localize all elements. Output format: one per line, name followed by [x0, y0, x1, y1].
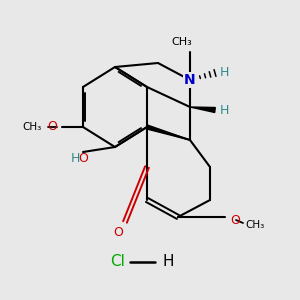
Text: N: N	[184, 73, 196, 87]
Text: O: O	[47, 121, 57, 134]
Text: Cl: Cl	[111, 254, 125, 269]
Text: H: H	[220, 103, 230, 116]
Text: H: H	[220, 65, 230, 79]
Text: O: O	[230, 214, 240, 226]
Text: H: H	[162, 254, 173, 269]
Text: H: H	[70, 152, 80, 164]
Text: O: O	[78, 152, 88, 164]
Text: CH₃: CH₃	[23, 122, 42, 132]
Text: CH₃: CH₃	[172, 37, 192, 47]
Polygon shape	[146, 125, 190, 140]
Text: O: O	[113, 226, 123, 238]
Polygon shape	[190, 107, 215, 112]
Text: CH₃: CH₃	[245, 220, 264, 230]
